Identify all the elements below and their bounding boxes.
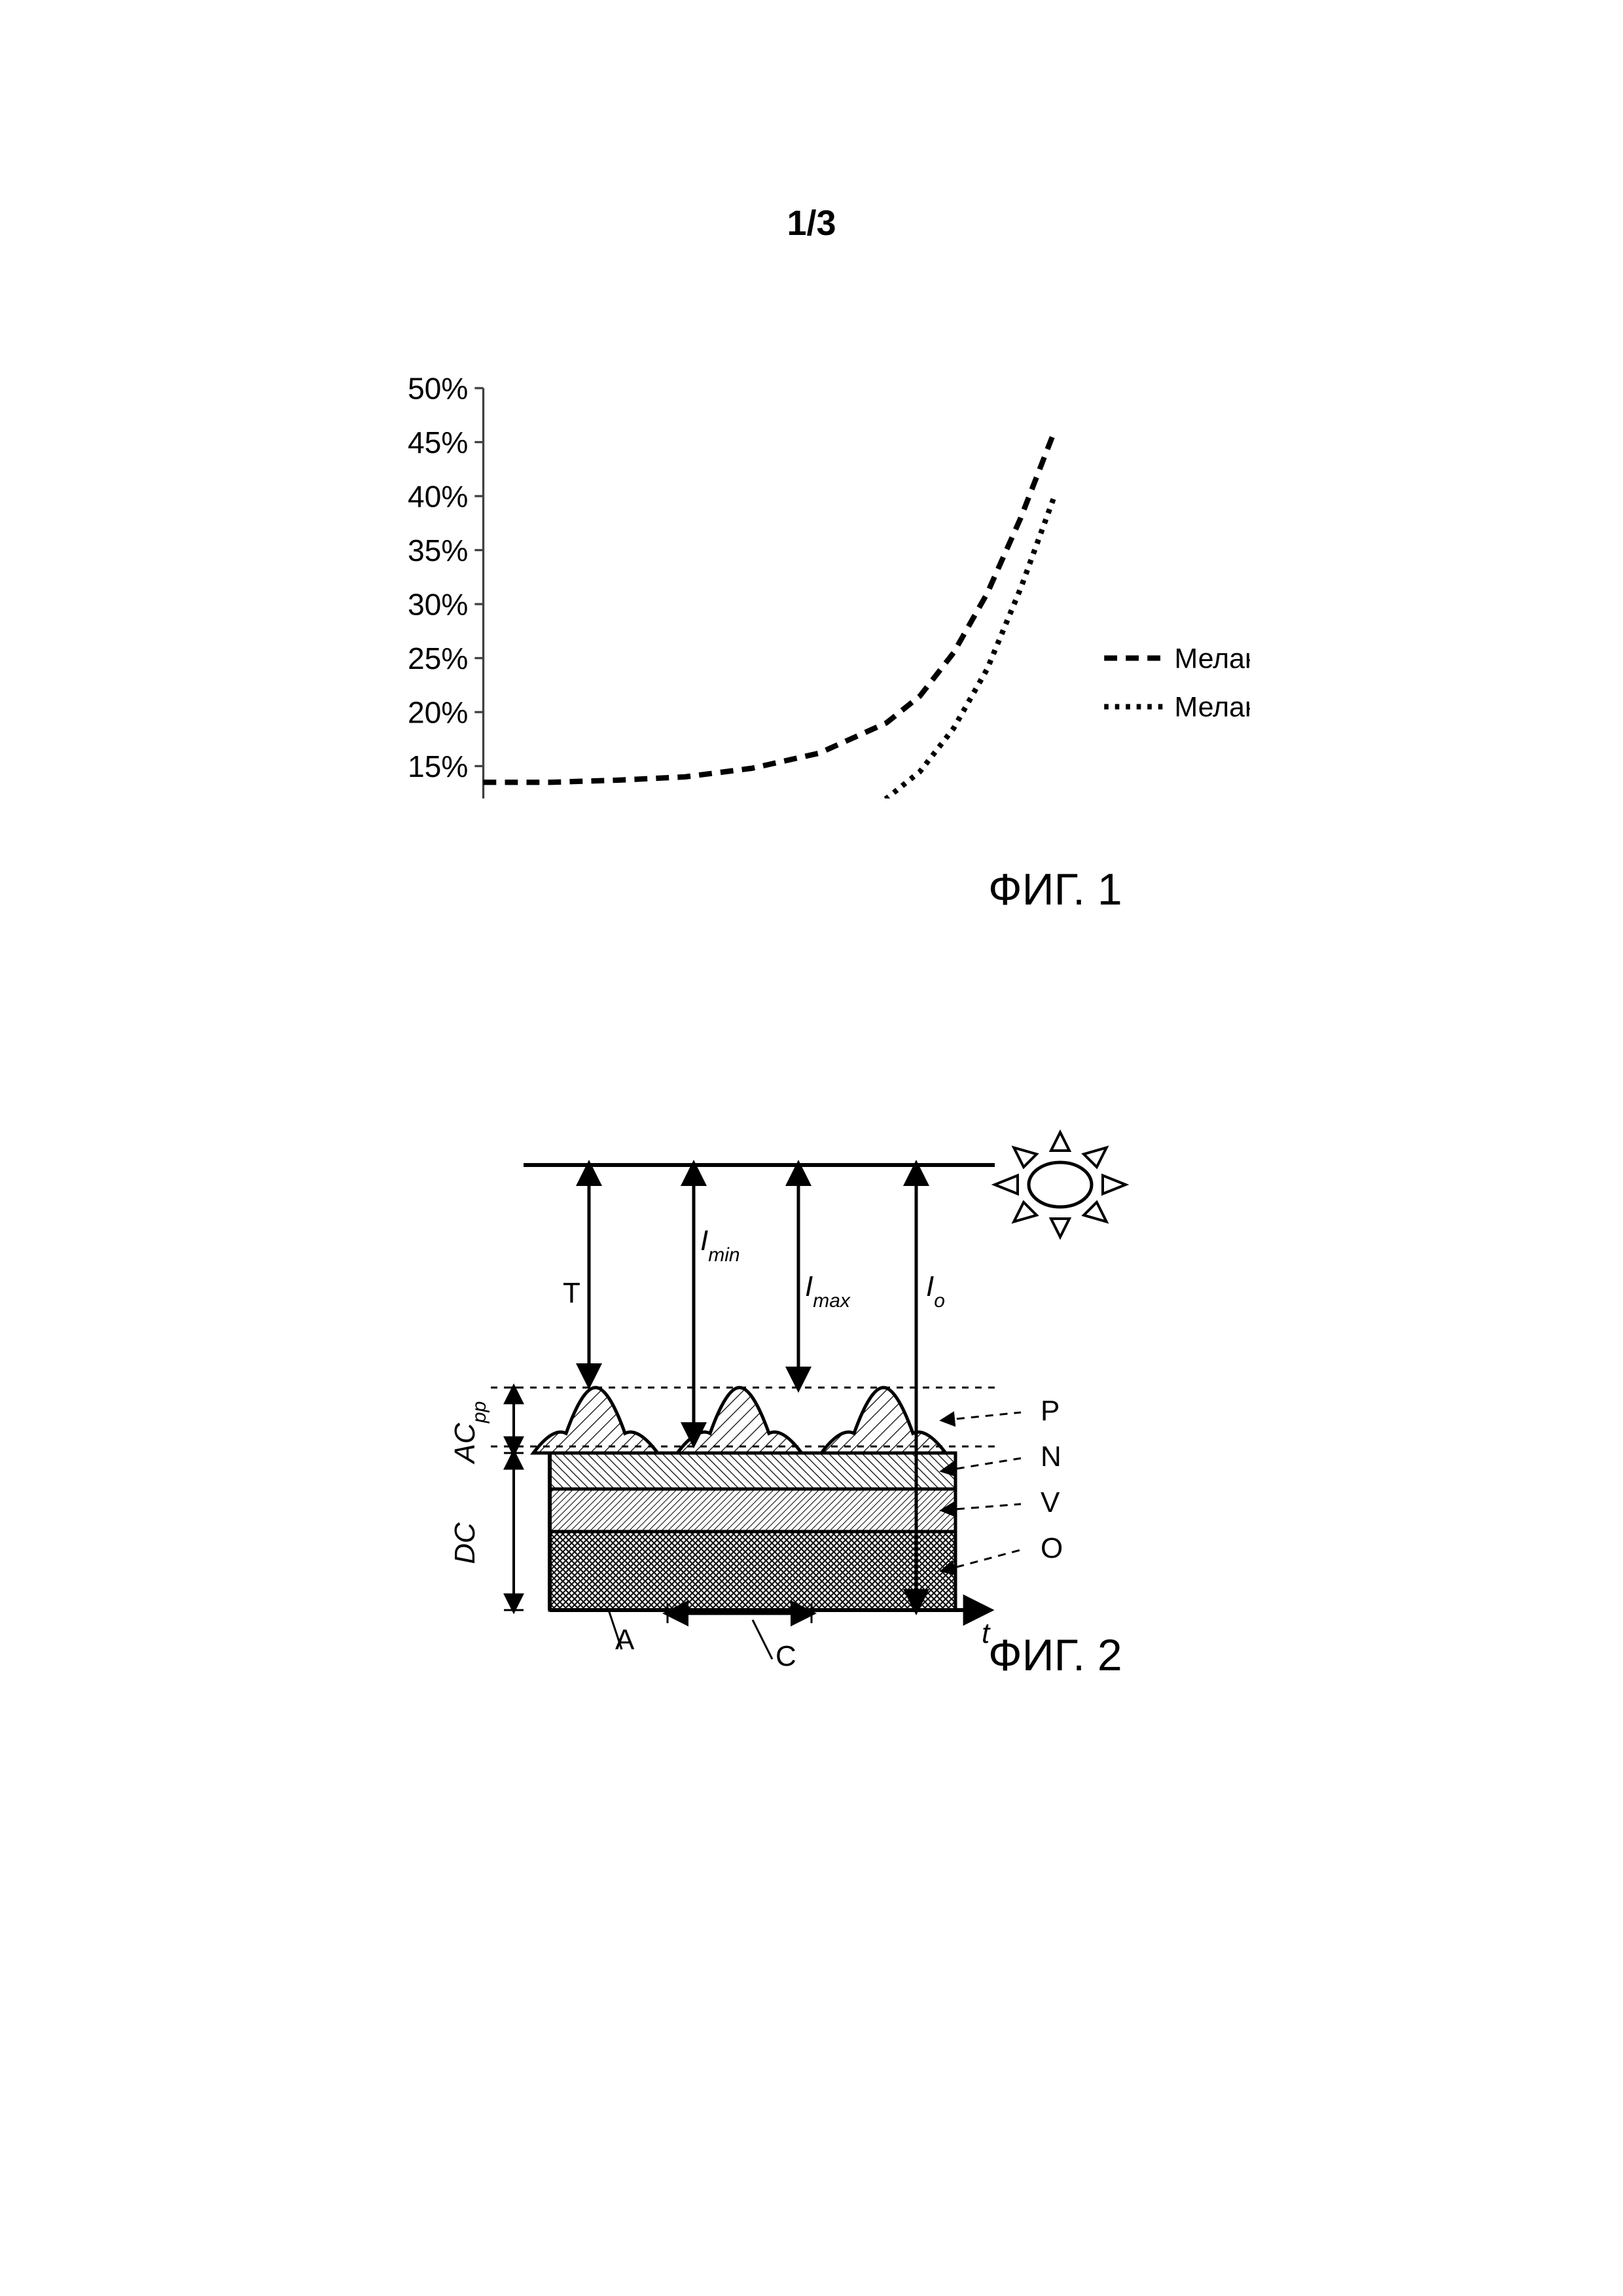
svg-text:C: C [776, 1640, 796, 1672]
page-root: 1/3 0%5%10%15%20%25%30%35%40%45%50%0°20°… [0, 0, 1623, 2296]
svg-text:A: A [615, 1624, 635, 1656]
svg-text:40%: 40% [408, 480, 468, 514]
svg-text:15%: 15% [408, 749, 468, 783]
svg-text:Меланин_11%: Меланин_11% [1175, 692, 1251, 723]
fig1-chart: 0%5%10%15%20%25%30%35%40%45%50%0°20°40°6… [386, 367, 1250, 798]
fig2-caption: ФИГ. 2 [988, 1630, 1122, 1681]
svg-text:Io: Io [926, 1270, 945, 1312]
page-number: 1/3 [787, 203, 836, 243]
svg-text:N: N [1041, 1441, 1061, 1473]
svg-text:O: O [1041, 1532, 1063, 1564]
svg-text:Imin: Imin [700, 1225, 740, 1266]
svg-text:35%: 35% [408, 533, 468, 567]
svg-text:DC: DC [449, 1522, 481, 1564]
svg-text:50%: 50% [408, 372, 468, 406]
svg-text:30%: 30% [408, 588, 468, 622]
svg-text:Imax: Imax [805, 1270, 851, 1312]
svg-text:ACpp: ACpp [449, 1401, 490, 1465]
svg-text:P: P [1041, 1395, 1060, 1427]
svg-text:25%: 25% [408, 641, 468, 675]
svg-text:T: T [563, 1277, 580, 1309]
svg-text:V: V [1041, 1486, 1060, 1518]
svg-text:Меланин_4%: Меланин_4% [1175, 643, 1251, 674]
svg-text:20%: 20% [408, 696, 468, 730]
fig1-caption: ФИГ. 1 [988, 864, 1122, 915]
fig2-diagram: tACppDCTIminImaxIoPNVOAC [386, 1086, 1250, 1676]
svg-text:45%: 45% [408, 425, 468, 459]
